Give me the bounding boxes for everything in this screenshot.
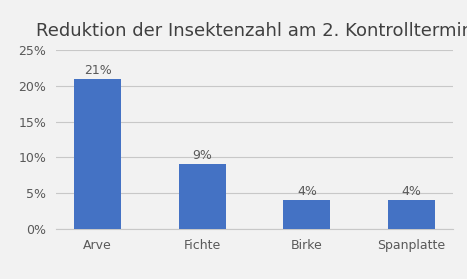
Bar [74, 79, 121, 229]
Text: 4%: 4% [297, 185, 317, 198]
Bar [283, 200, 330, 229]
Bar [388, 200, 435, 229]
Bar [179, 165, 226, 229]
Text: 9%: 9% [192, 149, 212, 162]
Title: Reduktion der Insektenzahl am 2. Kontrolltermin: Reduktion der Insektenzahl am 2. Kontrol… [36, 22, 467, 40]
Text: 4%: 4% [402, 185, 421, 198]
Text: 21%: 21% [84, 64, 112, 77]
